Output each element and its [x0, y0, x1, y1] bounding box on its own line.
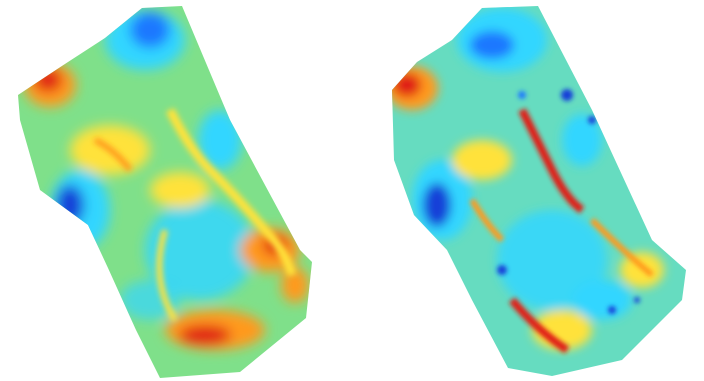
right-cool-center: [497, 210, 607, 310]
left-hot-northwest: [34, 68, 62, 92]
right-heatmap-field: [392, 6, 686, 376]
right-blue-speck: [518, 91, 526, 99]
right-cool-southeast: [572, 280, 632, 320]
right-heatmap-panel: [352, 0, 704, 381]
right-blue-top: [470, 31, 514, 59]
right-blue-speck: [561, 89, 573, 101]
left-deep-blue-west: [56, 185, 84, 225]
right-blue-speck: [608, 306, 616, 314]
left-heatmap: [18, 6, 312, 378]
right-warm-center: [452, 140, 512, 180]
right-blue-speck: [634, 297, 640, 303]
right-blue-speck: [588, 116, 596, 124]
right-cool-east: [562, 114, 602, 166]
left-cool-center: [145, 200, 255, 300]
right-deep-blue-west: [423, 183, 451, 227]
left-hot-south: [179, 325, 231, 345]
left-warm-arc: [156, 229, 178, 322]
right-blue-speck: [497, 265, 507, 275]
right-hot-ridge: [518, 108, 585, 214]
left-heatmap-panel: [18, 6, 312, 378]
left-warm-streak: [93, 137, 133, 172]
right-warm-band: [589, 217, 654, 278]
right-warm-streak: [469, 198, 505, 243]
left-heatmap-field: [18, 6, 312, 378]
left-cool-east: [198, 110, 242, 170]
right-hot-northwest: [393, 73, 421, 97]
left-blue-top: [130, 12, 170, 48]
left-warm-ridge: [150, 172, 210, 208]
left-warm-band: [165, 107, 297, 277]
right-hot-south-band: [508, 297, 570, 354]
right-heatmap: [392, 6, 686, 376]
